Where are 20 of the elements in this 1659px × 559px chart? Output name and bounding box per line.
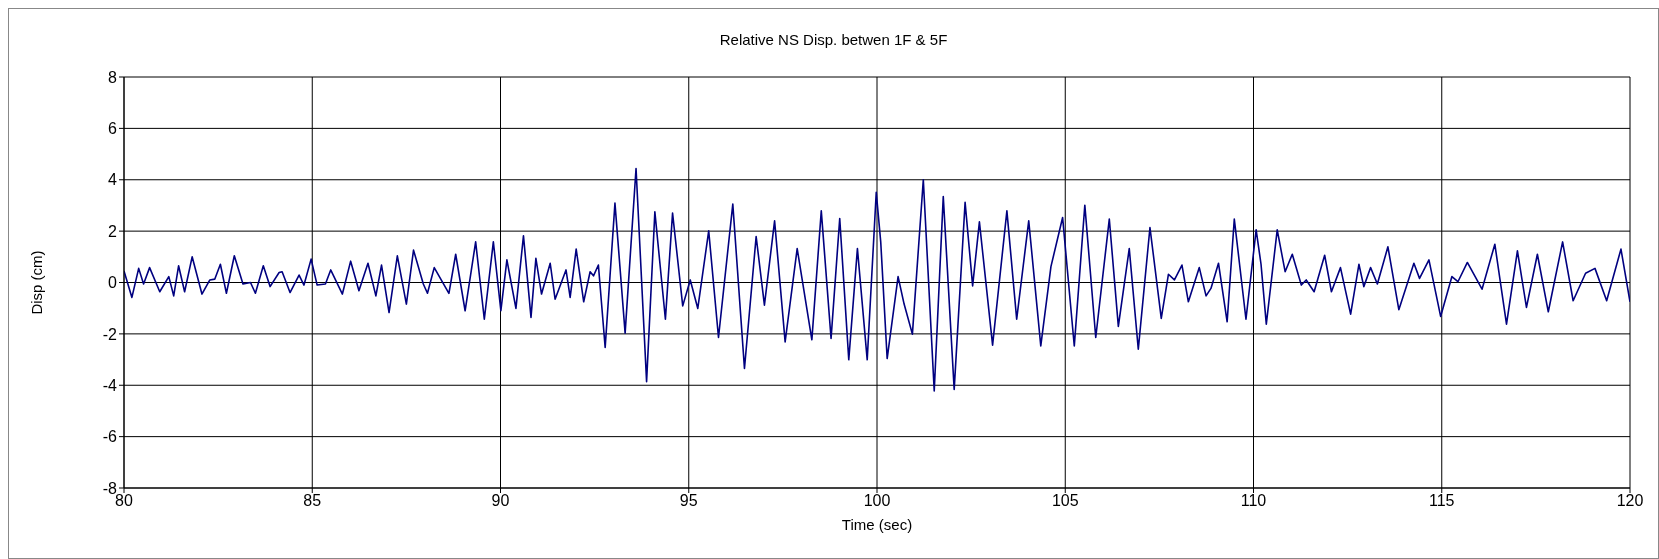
x-tick-label: 80 [115, 492, 133, 510]
x-tick-label: 110 [1240, 492, 1267, 510]
y-axis-title: Disp (cm) [28, 250, 46, 315]
y-tick-label: 0 [108, 274, 118, 292]
x-axis-title: Time (sec) [841, 516, 913, 533]
x-tick-label: 120 [1616, 492, 1644, 510]
x-tick-label: 85 [303, 492, 322, 510]
y-tick-label: 2 [108, 222, 118, 240]
y-tick-label: -6 [102, 428, 118, 446]
y-tick-label: -4 [102, 376, 118, 394]
x-tick-label: 90 [491, 492, 510, 510]
chart-title: Relative NS Disp. betwen 1F & 5F [718, 31, 949, 48]
x-tick-label: 100 [863, 492, 891, 510]
y-tick-label: 6 [108, 120, 118, 138]
y-tick-label: -2 [102, 325, 118, 343]
x-tick-label: 115 [1428, 492, 1455, 510]
y-tick-label: 4 [108, 171, 118, 189]
y-tick-label: 8 [108, 68, 118, 86]
x-tick-label: 95 [679, 492, 698, 510]
x-tick-label: 105 [1051, 492, 1079, 510]
